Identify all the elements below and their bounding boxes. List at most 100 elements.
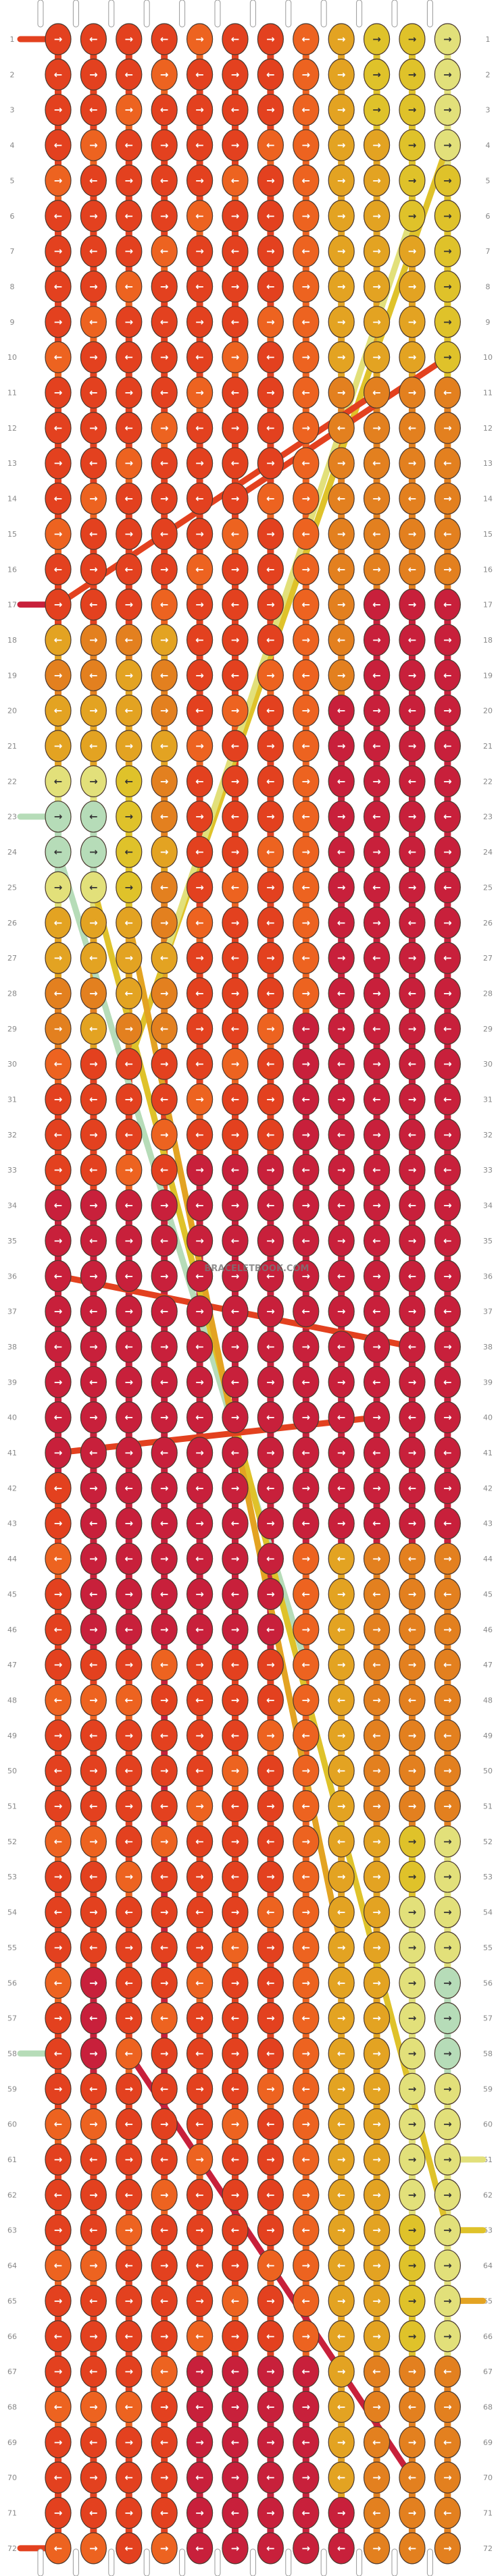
arrow-right-icon: → <box>337 1518 346 1530</box>
arrow-right-icon: → <box>195 1306 204 1318</box>
arrow-left-icon: ← <box>231 1023 240 1035</box>
knot: → <box>434 23 461 55</box>
knot: → <box>399 1366 426 1398</box>
row-label-left: 50 <box>7 1767 17 1775</box>
arrow-right-icon: → <box>125 2083 134 2095</box>
row-label-right: 72 <box>483 2544 493 2553</box>
knot: ← <box>80 23 107 55</box>
row-label-left: 63 <box>7 2226 17 2235</box>
knot: → <box>363 1684 391 1717</box>
arrow-right-icon: → <box>195 104 204 116</box>
knots: → ← → ← → ← → ← → → → → ← → ← → ← → ← → → → → → → ← → ← → ← → ← → → → → ← → ← →… <box>45 23 461 2565</box>
knot: → <box>116 376 143 409</box>
knot: → <box>116 588 143 621</box>
arrow-right-icon: → <box>372 846 381 858</box>
knot: → <box>222 1613 249 1646</box>
knot: → <box>328 1507 355 1540</box>
knot: → <box>399 341 426 373</box>
arrow-right-icon: → <box>195 881 204 893</box>
arrow-right-icon: → <box>408 316 417 328</box>
knot: → <box>186 447 214 479</box>
arrow-left-icon: ← <box>125 705 134 717</box>
arrow-left-icon: ← <box>54 1906 63 1918</box>
arrow-right-icon: → <box>302 1129 311 1141</box>
knot: → <box>186 730 214 762</box>
knot: → <box>434 94 461 126</box>
knot: ← <box>363 2426 391 2459</box>
row-label-left: 45 <box>7 1590 17 1599</box>
knot: → <box>363 1472 391 1504</box>
knot: ← <box>399 765 426 797</box>
knot: ← <box>80 2002 107 2035</box>
knot: ← <box>80 801 107 833</box>
knot: → <box>186 1860 214 1893</box>
knot: ← <box>293 306 320 338</box>
arrow-right-icon: → <box>125 528 134 540</box>
knot: ← <box>116 129 143 161</box>
knot: → <box>116 2426 143 2459</box>
row-label-left: 38 <box>7 1343 17 1351</box>
knot: ← <box>399 1119 426 1151</box>
strand-top-2 <box>72 0 79 28</box>
knot: ← <box>434 518 461 550</box>
arrow-right-icon: → <box>231 1270 240 1282</box>
knot: ← <box>222 2355 249 2388</box>
knot: ← <box>434 1578 461 1610</box>
knot: → <box>257 1507 284 1540</box>
knot: ← <box>328 2320 355 2353</box>
knot: ← <box>151 1366 178 1398</box>
arrow-left-icon: ← <box>266 2118 275 2130</box>
knot: → <box>434 235 461 267</box>
arrow-right-icon: → <box>89 280 98 292</box>
knot: → <box>151 1684 178 1717</box>
row-label-right: 9 <box>486 318 491 327</box>
knot: ← <box>186 1472 214 1504</box>
arrow-right-icon: → <box>408 2224 417 2236</box>
knot: → <box>293 695 320 727</box>
arrow-right-icon: → <box>231 1412 240 1424</box>
arrow-right-icon: → <box>89 705 98 717</box>
knot: ← <box>257 1754 284 1787</box>
knot: ← <box>151 1225 178 1257</box>
knot: → <box>80 2320 107 2353</box>
knot: → <box>80 270 107 303</box>
knot: ← <box>151 1719 178 1752</box>
knot: → <box>399 1719 426 1752</box>
arrow-right-icon: → <box>54 1094 63 1106</box>
arrow-left-icon: ← <box>160 2295 169 2307</box>
row-label-left: 32 <box>7 1131 17 1139</box>
arrow-right-icon: → <box>302 2189 311 2201</box>
knot: → <box>45 1507 72 1540</box>
knot: → <box>116 94 143 126</box>
arrow-left-icon: ← <box>160 387 169 399</box>
knot: ← <box>222 23 249 55</box>
strand-top-10 <box>356 0 363 28</box>
row-label-right: 3 <box>486 106 491 115</box>
knot: → <box>293 907 320 939</box>
knot: ← <box>363 659 391 691</box>
arrow-right-icon: → <box>160 1977 169 1989</box>
knot: ← <box>45 695 72 727</box>
row-label-right: 18 <box>483 636 493 645</box>
knot: → <box>116 1648 143 1681</box>
arrow-left-icon: ← <box>337 1058 346 1070</box>
arrow-left-icon: ← <box>231 2295 240 2307</box>
knot: → <box>328 659 355 691</box>
row-label-left: 46 <box>7 1626 17 1634</box>
knot: ← <box>80 518 107 550</box>
knot: → <box>399 730 426 762</box>
knot: ← <box>45 2108 72 2141</box>
arrow-right-icon: → <box>408 2259 417 2272</box>
knot: → <box>186 1790 214 1823</box>
arrow-left-icon: ← <box>266 1412 275 1424</box>
arrow-right-icon: → <box>302 634 311 646</box>
knot: → <box>80 1189 107 1222</box>
arrow-left-icon: ← <box>231 2436 240 2448</box>
knot: ← <box>151 730 178 762</box>
row-label-right: 28 <box>483 989 493 998</box>
knot: → <box>80 129 107 161</box>
arrow-right-icon: → <box>266 1871 275 1883</box>
knot: ← <box>151 588 178 621</box>
row-label-left: 3 <box>10 106 15 115</box>
knot: ← <box>80 1790 107 1823</box>
